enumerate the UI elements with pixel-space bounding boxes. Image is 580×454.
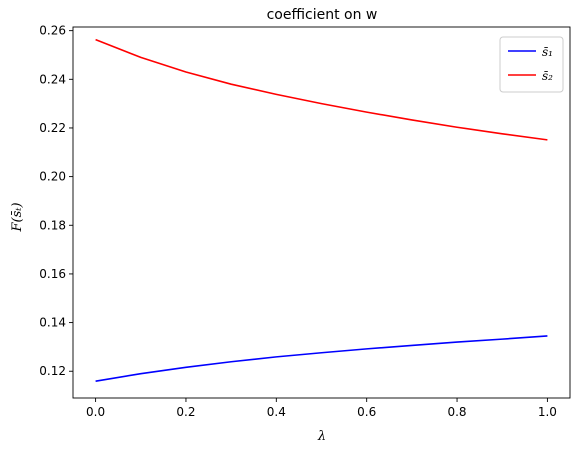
x-tick-label: 0.8 [447,405,466,419]
y-tick-label: 0.20 [39,170,66,184]
y-axis-label: F(s̄ₜ) [10,202,25,232]
plot-frame [72,26,571,399]
series-line-1 [95,335,548,382]
x-tick-label: 0.6 [357,405,376,419]
y-tick-label: 0.26 [39,24,66,38]
x-tick-label: 0.2 [176,405,195,419]
plot-layer: 0.0 0.2 0.4 0.6 0.8 1.0 0.12 0.14 0.16 0.18 0.20 0.… [39,24,571,419]
x-tick-label: 0.4 [267,405,286,419]
x-axis-label: λ [317,429,326,444]
x-tick-label: 1.0 [538,405,557,419]
y-tick-label: 0.24 [39,72,66,86]
legend-label: s̄₂ [542,69,553,83]
y-tick-label: 0.12 [39,364,66,378]
x-tick-label: 0.0 [86,405,105,419]
series-line-2 [95,38,548,141]
y-tick-label: 0.14 [39,316,66,330]
legend: s̄₁ s̄₂ [499,36,564,93]
y-tick-label: 0.22 [39,121,66,135]
legend-label: s̄₁ [542,45,553,59]
legend-box [499,36,564,93]
y-tick-label: 0.18 [39,218,66,232]
y-tick-label: 0.16 [39,267,66,281]
chart-title: coefficient on w [267,7,378,23]
